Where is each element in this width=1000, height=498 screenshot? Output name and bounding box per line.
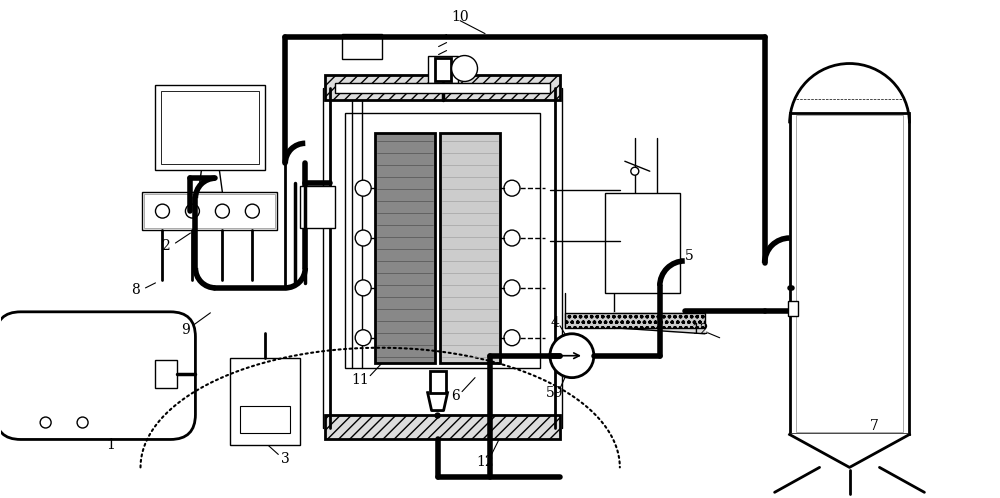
Text: 59: 59 (546, 385, 564, 399)
Text: 10: 10 (451, 9, 469, 23)
Text: 6: 6 (451, 388, 459, 402)
Bar (788, 301, 798, 316)
FancyBboxPatch shape (0, 312, 195, 439)
Bar (144, 194, 275, 228)
Circle shape (215, 204, 229, 218)
Text: 7: 7 (870, 418, 879, 432)
Circle shape (185, 204, 199, 218)
Bar (796, 116, 903, 432)
Bar (430, 371, 446, 392)
Bar (345, 114, 540, 368)
Bar (605, 193, 680, 293)
Bar (428, 56, 458, 84)
Bar (240, 405, 290, 433)
Text: 11: 11 (351, 373, 369, 386)
Circle shape (631, 167, 639, 175)
Polygon shape (790, 434, 909, 468)
Bar (325, 414, 560, 439)
Circle shape (504, 180, 520, 196)
Circle shape (504, 280, 520, 296)
Circle shape (245, 204, 259, 218)
Bar (435, 58, 451, 82)
Circle shape (452, 56, 478, 82)
Text: 12: 12 (476, 455, 494, 470)
Circle shape (550, 334, 594, 377)
Bar (565, 313, 705, 328)
Text: 8: 8 (131, 283, 140, 297)
Text: 5: 5 (685, 249, 694, 263)
Circle shape (355, 230, 371, 246)
Bar (440, 133, 500, 363)
Polygon shape (428, 392, 448, 410)
Bar (325, 76, 560, 101)
Text: 3: 3 (281, 452, 290, 467)
Bar (142, 192, 277, 230)
Bar (230, 358, 300, 445)
Text: 1: 1 (106, 438, 115, 453)
Circle shape (435, 413, 440, 418)
Circle shape (355, 180, 371, 196)
Bar (335, 84, 550, 94)
Bar (790, 114, 909, 434)
Circle shape (77, 417, 88, 428)
Bar (155, 360, 177, 387)
Circle shape (355, 280, 371, 296)
Text: 2: 2 (161, 239, 170, 253)
Text: 12: 12 (691, 323, 709, 337)
Circle shape (155, 204, 169, 218)
Bar (375, 133, 435, 363)
Circle shape (504, 230, 520, 246)
Circle shape (40, 417, 51, 428)
Polygon shape (614, 313, 705, 334)
Bar (155, 86, 265, 170)
Bar (300, 186, 335, 228)
Text: 9: 9 (181, 323, 190, 337)
Bar (342, 33, 382, 59)
Bar (161, 92, 259, 164)
Circle shape (504, 330, 520, 346)
Text: 4: 4 (550, 316, 559, 330)
Circle shape (355, 330, 371, 346)
